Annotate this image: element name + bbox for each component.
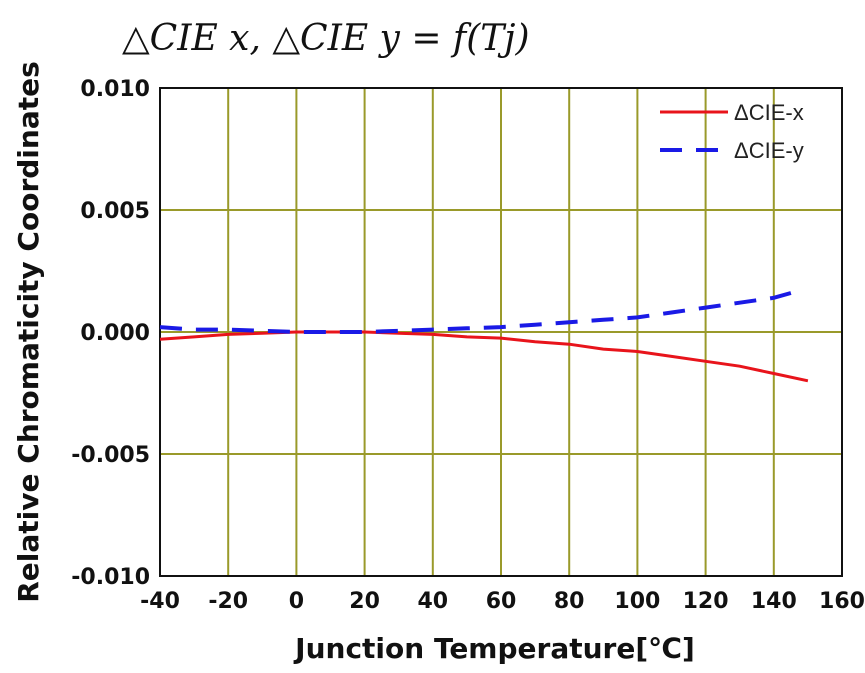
y-tick-label: -0.005 (71, 443, 150, 468)
legend: ΔCIE-x ΔCIE-y (660, 100, 804, 163)
series-line-2 (159, 291, 792, 334)
y-axis-label: Relative Chromaticity Coordinates (12, 61, 45, 603)
x-tick-label: 20 (349, 589, 380, 614)
series-layer (159, 291, 809, 383)
chart-title: △CIE x, △CIE y = f(Tj) (122, 18, 530, 59)
plot-frame (159, 87, 843, 577)
y-tick-label: -0.010 (71, 565, 150, 590)
series-line-1 (159, 330, 809, 383)
x-tick-label: -40 (140, 589, 180, 614)
x-tick-label: 160 (819, 589, 865, 614)
y-tick-label: 0.000 (80, 321, 150, 346)
x-tick-label: 80 (554, 589, 585, 614)
x-axis-label: Junction Temperature[℃] (293, 632, 695, 665)
x-tick-label: 0 (289, 589, 304, 614)
legend-label-1: ΔCIE-x (734, 100, 804, 125)
y-tick-label: 0.005 (80, 199, 150, 224)
x-tick-label: 120 (683, 589, 729, 614)
x-tick-label: 140 (751, 589, 797, 614)
y-tick-label: 0.010 (80, 77, 150, 102)
legend-label-2: ΔCIE-y (734, 138, 804, 163)
tick-labels: -40 -20 0 20 40 60 80 100 120 140 160 0.010 0.005 0.0… (71, 77, 865, 614)
x-tick-label: 40 (417, 589, 448, 614)
x-tick-label: 60 (486, 589, 517, 614)
x-tick-label: 100 (614, 589, 660, 614)
x-tick-label: -20 (208, 589, 248, 614)
